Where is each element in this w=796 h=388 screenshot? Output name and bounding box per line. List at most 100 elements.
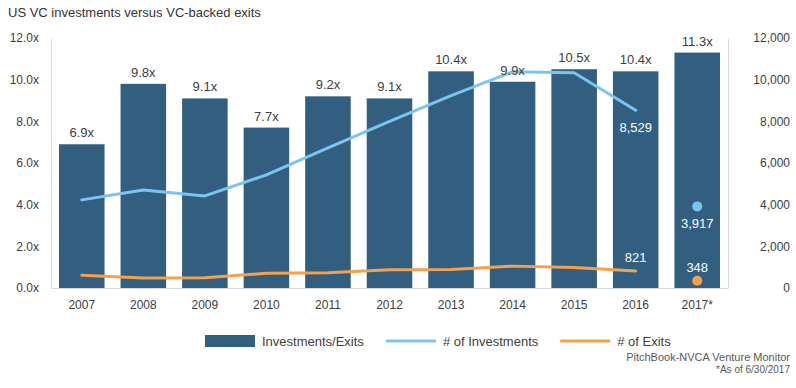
y-axis: 0.0x 2.0x 4.0x 6.0x 8.0x 10.0x 12.0x — [10, 31, 52, 295]
tick-label: 4,000 — [760, 198, 790, 212]
bar — [551, 69, 597, 288]
tick-label: 2,000 — [760, 240, 790, 254]
tick: 4.0x — [16, 198, 51, 212]
tick: 12.0x — [10, 31, 51, 45]
legend-label: # of Exits — [617, 334, 671, 349]
tick: 2012 — [376, 288, 403, 312]
tick-label: 0 — [783, 281, 790, 295]
bar — [244, 128, 290, 288]
tick: 2010 — [253, 288, 280, 312]
axis-line — [52, 288, 729, 289]
data-label: 348 — [686, 260, 708, 275]
legend-item: # of Investments — [386, 334, 539, 349]
bar — [613, 71, 659, 288]
title: US VC investments versus VC-backed exits — [8, 5, 261, 20]
bar — [305, 96, 351, 288]
tick-label: 2017* — [682, 298, 714, 312]
tick-label: 2012 — [376, 298, 403, 312]
data-label: 9.1x — [193, 79, 218, 94]
legend-item: Investments/Exits — [205, 334, 364, 349]
tick-label: 2013 — [438, 298, 465, 312]
tick: 2009 — [192, 288, 219, 312]
legend: Investments/Exits # of Investments # of Ex… — [205, 334, 671, 349]
y2-axis: 0 2,000 4,000 6,000 8,000 10,000 12,000 — [728, 31, 790, 295]
tick: 8.0x — [16, 115, 51, 129]
tick-label: 12,000 — [753, 31, 790, 45]
tick: 2011 — [315, 288, 341, 312]
tick-label: 4.0x — [16, 198, 39, 212]
tick-label: 10.0x — [10, 73, 39, 87]
legend-swatch — [386, 340, 436, 343]
tick-label: 6.0x — [16, 156, 39, 170]
line — [82, 72, 636, 200]
chart: US VC investments versus VC-backed exits… — [0, 0, 796, 388]
tick-label: 2014 — [499, 298, 526, 312]
data-label: 9.9x — [500, 63, 525, 78]
tick-label: 2009 — [192, 298, 219, 312]
data-label: 9.8x — [131, 65, 156, 80]
legend-label: # of Investments — [443, 334, 539, 349]
tick-label: 8,000 — [760, 115, 790, 129]
legend-swatch — [205, 335, 255, 347]
tick-label: 2010 — [253, 298, 280, 312]
tick: 2016 — [622, 288, 649, 312]
tick: 4,000 — [728, 198, 790, 212]
point — [692, 276, 702, 286]
tick: 2,000 — [728, 240, 790, 254]
tick-label: 2011 — [315, 298, 341, 312]
data-label: 11.3x — [682, 34, 713, 49]
tick-label: 2016 — [622, 298, 649, 312]
tick-label: 12.0x — [10, 31, 39, 45]
bar — [59, 144, 105, 288]
data-label: 9.2x — [316, 77, 341, 92]
tick: 2014 — [499, 288, 526, 312]
bar — [674, 53, 720, 288]
data-label: 10.4x — [435, 52, 467, 67]
tick: 6,000 — [728, 156, 790, 170]
tick-label: 0.0x — [16, 281, 39, 295]
x-axis: 2007 2008 2009 2010 2011 2012 2013 2014 2015 2016… — [52, 288, 729, 312]
data-label: 6.9x — [69, 125, 94, 140]
tick-label: 2008 — [130, 298, 157, 312]
tick-label: 2007 — [68, 298, 95, 312]
annotation: *As of 6/30/2017 — [716, 364, 790, 375]
tick: 0 — [728, 281, 790, 295]
bar — [121, 84, 167, 288]
tick-label: 8.0x — [16, 115, 39, 129]
axis-line — [728, 39, 729, 289]
tick: 2017* — [682, 288, 714, 312]
tick: 2008 — [130, 288, 157, 312]
legend-label: Investments/Exits — [262, 334, 364, 349]
data-label: 10.5x — [558, 50, 590, 65]
tick: 0.0x — [16, 281, 51, 295]
tick-label: 10,000 — [753, 73, 790, 87]
data-label: 7.7x — [254, 109, 279, 124]
data-label: 10.4x — [620, 52, 652, 67]
data-label: 8,529 — [619, 120, 652, 135]
data-label: 3,917 — [681, 216, 714, 231]
plot: 0.0x 2.0x 4.0x 6.0x 8.0x 10.0x 12.0x 0 2,000 4,00… — [10, 31, 791, 311]
tick: 2.0x — [16, 240, 51, 254]
data-label: 9.1x — [377, 79, 402, 94]
data-label: 821 — [625, 250, 647, 265]
bar — [490, 82, 536, 288]
tick: 10,000 — [728, 73, 790, 87]
legend-swatch — [560, 340, 610, 343]
axis-line — [51, 39, 52, 289]
tick: 12,000 — [728, 31, 790, 45]
tick-label: 2.0x — [16, 240, 39, 254]
line — [82, 266, 636, 278]
tick: 10.0x — [10, 73, 51, 87]
tick-label: 2015 — [561, 298, 588, 312]
tick: 6.0x — [16, 156, 51, 170]
tick-label: 6,000 — [760, 156, 790, 170]
legend-item: # of Exits — [560, 334, 671, 349]
data-labels: 6.9x 9.8x 9.1x 7.7x 9.2x 9.1x 10.4x 9.9x 10.5x 10… — [69, 34, 713, 275]
tick: 8,000 — [728, 115, 790, 129]
tick: 2015 — [561, 288, 588, 312]
tick: 2007 — [68, 288, 95, 312]
point — [692, 201, 702, 211]
tick: 2013 — [438, 288, 465, 312]
annotation: PitchBook-NVCA Venture Monitor — [626, 351, 790, 363]
marks — [59, 53, 720, 288]
